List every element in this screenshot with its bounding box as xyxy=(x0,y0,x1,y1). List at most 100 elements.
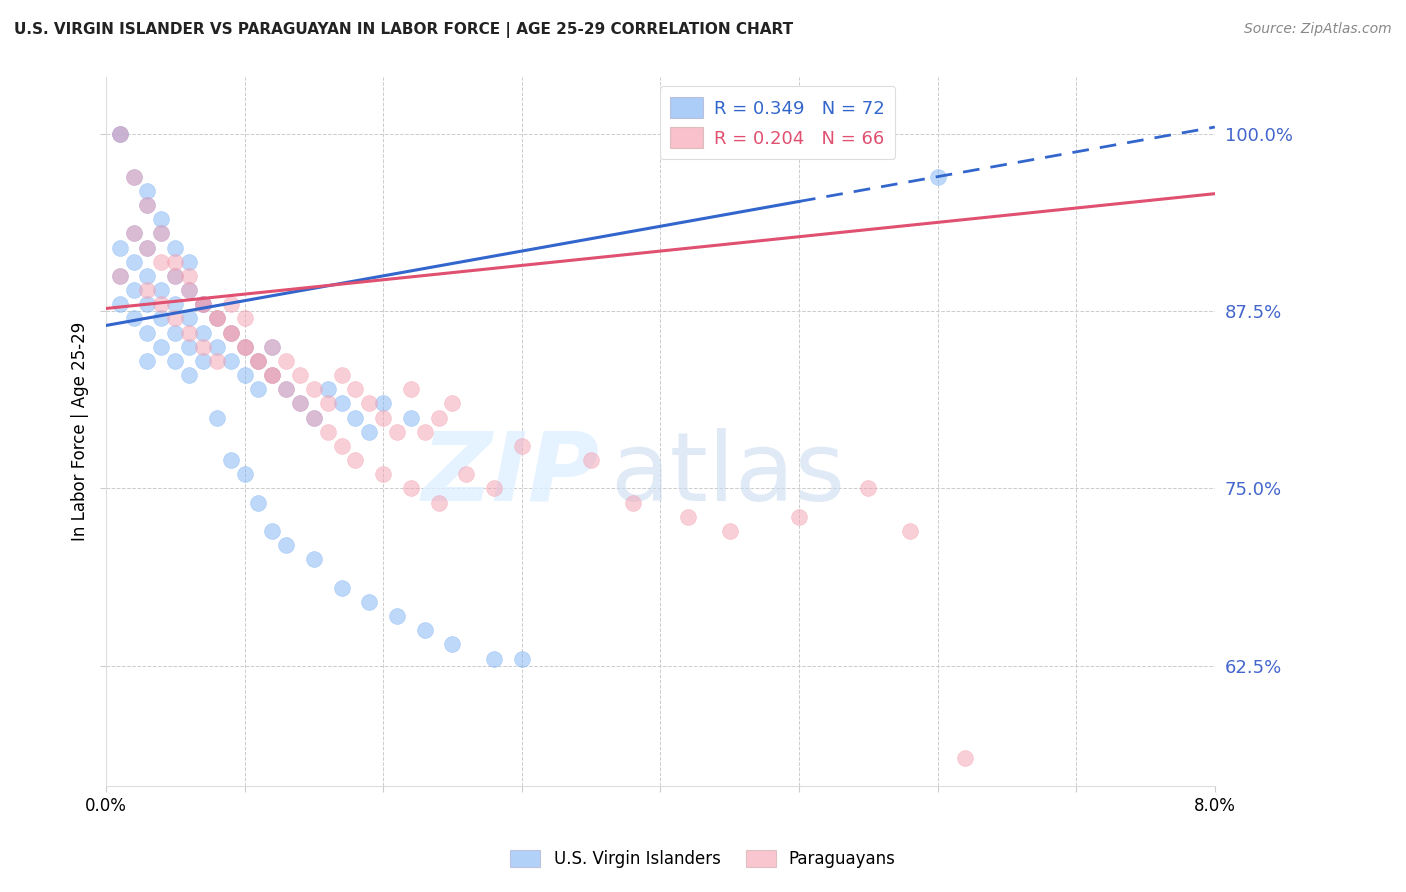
Point xyxy=(247,354,270,368)
Point xyxy=(787,509,810,524)
Point xyxy=(191,297,214,311)
Point xyxy=(858,141,880,155)
Point xyxy=(441,396,464,410)
Point xyxy=(621,496,644,510)
Point xyxy=(205,311,228,326)
Point xyxy=(165,268,187,283)
Point xyxy=(205,311,228,326)
Point xyxy=(233,467,256,482)
Point xyxy=(898,524,921,538)
Point xyxy=(247,382,270,396)
Point xyxy=(373,467,395,482)
Point xyxy=(274,382,297,396)
Legend: U.S. Virgin Islanders, Paraguayans: U.S. Virgin Islanders, Paraguayans xyxy=(503,843,903,875)
Point xyxy=(122,254,145,268)
Point xyxy=(177,283,200,297)
Point xyxy=(136,198,159,212)
Point xyxy=(165,311,187,326)
Point xyxy=(288,368,311,383)
Point xyxy=(233,340,256,354)
Point xyxy=(191,340,214,354)
Point xyxy=(233,340,256,354)
Point xyxy=(136,184,159,198)
Point xyxy=(399,410,422,425)
Point xyxy=(330,368,353,383)
Point xyxy=(274,538,297,552)
Point xyxy=(247,496,270,510)
Point xyxy=(177,311,200,326)
Point xyxy=(510,651,533,665)
Point xyxy=(330,439,353,453)
Point xyxy=(274,382,297,396)
Point xyxy=(122,169,145,184)
Point xyxy=(191,297,214,311)
Point xyxy=(288,396,311,410)
Point xyxy=(219,297,242,311)
Point xyxy=(136,240,159,254)
Point xyxy=(262,524,284,538)
Point xyxy=(108,297,131,311)
Point xyxy=(344,453,367,467)
Point xyxy=(165,326,187,340)
Point xyxy=(302,382,325,396)
Point xyxy=(456,467,478,482)
Point xyxy=(359,425,381,439)
Point xyxy=(344,410,367,425)
Point xyxy=(150,311,173,326)
Point xyxy=(579,453,602,467)
Point xyxy=(150,340,173,354)
Point xyxy=(191,326,214,340)
Point xyxy=(219,453,242,467)
Point xyxy=(108,268,131,283)
Point xyxy=(316,396,339,410)
Point xyxy=(288,396,311,410)
Point xyxy=(233,311,256,326)
Point xyxy=(191,297,214,311)
Point xyxy=(247,354,270,368)
Text: ZIP: ZIP xyxy=(422,428,599,521)
Point xyxy=(399,382,422,396)
Point xyxy=(233,340,256,354)
Point xyxy=(205,311,228,326)
Point xyxy=(136,283,159,297)
Point xyxy=(177,368,200,383)
Point xyxy=(165,240,187,254)
Point xyxy=(122,227,145,241)
Y-axis label: In Labor Force | Age 25-29: In Labor Force | Age 25-29 xyxy=(72,322,89,541)
Point xyxy=(385,609,408,624)
Point xyxy=(122,169,145,184)
Point xyxy=(177,283,200,297)
Point xyxy=(136,268,159,283)
Point xyxy=(205,340,228,354)
Point xyxy=(191,354,214,368)
Legend: R = 0.349   N = 72, R = 0.204   N = 66: R = 0.349 N = 72, R = 0.204 N = 66 xyxy=(659,87,896,159)
Point xyxy=(359,396,381,410)
Point xyxy=(136,240,159,254)
Point xyxy=(413,425,436,439)
Point xyxy=(150,212,173,227)
Point xyxy=(108,127,131,141)
Point xyxy=(441,637,464,651)
Point xyxy=(316,382,339,396)
Point xyxy=(150,297,173,311)
Point xyxy=(108,127,131,141)
Point xyxy=(219,326,242,340)
Point xyxy=(136,198,159,212)
Point xyxy=(385,425,408,439)
Point xyxy=(373,396,395,410)
Point xyxy=(108,268,131,283)
Point xyxy=(150,254,173,268)
Point xyxy=(427,410,450,425)
Point xyxy=(205,354,228,368)
Point xyxy=(399,482,422,496)
Point xyxy=(787,127,810,141)
Point xyxy=(233,368,256,383)
Text: Source: ZipAtlas.com: Source: ZipAtlas.com xyxy=(1244,22,1392,37)
Point xyxy=(205,410,228,425)
Text: U.S. VIRGIN ISLANDER VS PARAGUAYAN IN LABOR FORCE | AGE 25-29 CORRELATION CHART: U.S. VIRGIN ISLANDER VS PARAGUAYAN IN LA… xyxy=(14,22,793,38)
Point xyxy=(122,283,145,297)
Point xyxy=(262,368,284,383)
Point xyxy=(676,509,699,524)
Point xyxy=(150,227,173,241)
Point xyxy=(359,595,381,609)
